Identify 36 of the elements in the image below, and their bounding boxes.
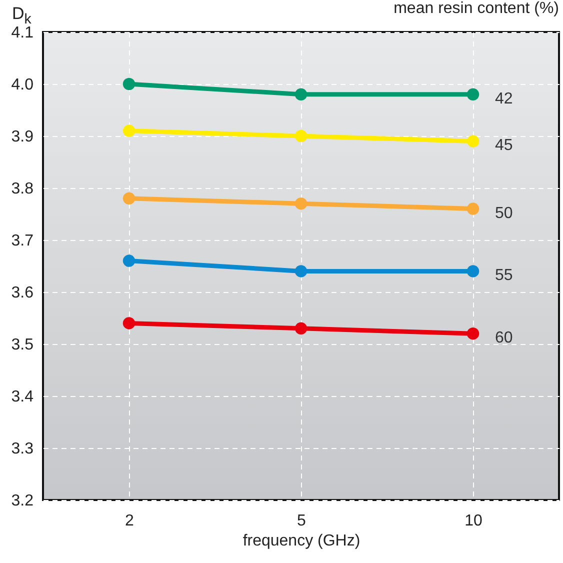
point — [466, 88, 480, 101]
x-tick-label: 5 — [297, 512, 306, 530]
y-tick-label: 3.3 — [11, 440, 34, 458]
point — [122, 317, 136, 330]
point — [466, 265, 480, 278]
y-tick-label: 3.5 — [11, 336, 34, 354]
x-tick-label: 2 — [125, 512, 134, 530]
series-label: 60 — [495, 330, 513, 347]
y-tick-label: 3.6 — [11, 284, 34, 302]
point — [294, 322, 308, 335]
point — [466, 202, 480, 215]
series-label: 45 — [495, 137, 513, 154]
point — [122, 192, 136, 205]
point — [122, 124, 136, 137]
y-tick-label: 3.9 — [11, 128, 34, 146]
point — [122, 78, 136, 90]
series-label: 55 — [495, 267, 513, 284]
y-tick-label: 3.8 — [11, 180, 34, 198]
y-tick-label: 3.4 — [11, 388, 34, 406]
point — [294, 197, 308, 210]
x-axis-title: frequency (GHz) — [242, 532, 360, 550]
x-tick-label: 10 — [464, 512, 482, 530]
series-label: 50 — [495, 204, 513, 222]
y-tick-label: 4.0 — [11, 76, 34, 94]
point — [294, 265, 308, 278]
y-axis-title: D$_{k}$ — [12, 4, 32, 28]
point — [466, 135, 480, 148]
legend-title: mean resin content (%) — [394, 0, 559, 17]
point — [466, 327, 480, 340]
point — [294, 88, 308, 101]
y-tick-label: 3.2 — [11, 492, 34, 510]
y-tick-label: 3.7 — [11, 232, 34, 250]
point — [122, 254, 136, 267]
y-tick-label: 4.1 — [11, 24, 34, 42]
point — [294, 130, 308, 142]
series-label: 42 — [495, 90, 513, 108]
